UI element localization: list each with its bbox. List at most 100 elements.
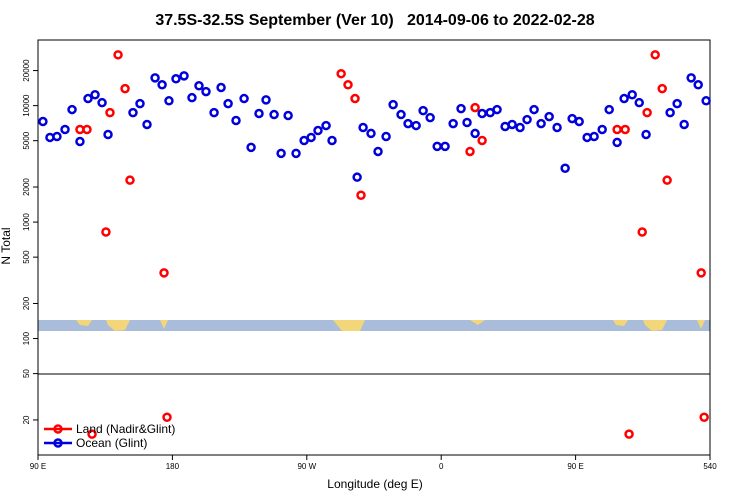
data-point bbox=[87, 429, 97, 439]
x-tick-label: 90 W bbox=[297, 462, 316, 471]
data-point bbox=[627, 89, 637, 100]
data-point bbox=[350, 93, 360, 104]
data-point bbox=[327, 135, 337, 146]
data-point bbox=[164, 96, 174, 106]
data-point bbox=[246, 142, 256, 153]
data-point bbox=[276, 148, 286, 159]
data-point bbox=[619, 93, 629, 104]
data-point bbox=[522, 114, 532, 125]
legend-label: Land (Nadir&Glint) bbox=[76, 422, 175, 436]
data-point bbox=[612, 137, 622, 148]
data-point bbox=[194, 81, 204, 91]
map-strip bbox=[38, 320, 710, 331]
data-point bbox=[470, 128, 480, 139]
data-point bbox=[456, 103, 466, 114]
y-tick-label: 10000 bbox=[22, 94, 31, 117]
y-tick-label: 50 bbox=[22, 369, 31, 378]
data-point bbox=[269, 109, 279, 120]
data-point bbox=[665, 107, 675, 118]
data-point bbox=[462, 117, 472, 128]
x-tick-label: 180 bbox=[166, 462, 180, 471]
data-point bbox=[125, 175, 135, 185]
data-point bbox=[679, 119, 689, 130]
data-point bbox=[120, 83, 130, 94]
data-point bbox=[388, 99, 398, 110]
data-point bbox=[231, 115, 241, 126]
x-tick-label: 90 E bbox=[30, 462, 46, 471]
plot-frame bbox=[37, 39, 711, 456]
y-tick-label: 500 bbox=[22, 250, 31, 264]
data-point bbox=[90, 89, 100, 100]
data-point bbox=[82, 124, 92, 135]
data-point bbox=[696, 268, 706, 278]
data-point bbox=[97, 97, 107, 108]
data-point bbox=[101, 227, 111, 237]
data-point bbox=[662, 175, 672, 185]
data-point bbox=[187, 92, 197, 103]
data-point bbox=[239, 93, 249, 104]
data-point bbox=[83, 93, 93, 104]
data-point bbox=[492, 104, 502, 115]
data-point bbox=[637, 227, 647, 237]
data-point bbox=[162, 412, 172, 422]
data-point bbox=[515, 122, 525, 133]
data-point bbox=[470, 102, 480, 113]
data-point bbox=[465, 146, 475, 157]
legend-label: Ocean (Glint) bbox=[76, 436, 147, 450]
data-point bbox=[128, 107, 138, 118]
data-point bbox=[440, 141, 450, 152]
data-point bbox=[620, 124, 630, 135]
data-point bbox=[142, 119, 152, 130]
y-tick-label: 2000 bbox=[22, 178, 31, 196]
data-point bbox=[552, 122, 562, 133]
data-point bbox=[529, 104, 539, 115]
data-point bbox=[425, 112, 435, 123]
data-point bbox=[693, 80, 703, 90]
data-point bbox=[336, 68, 346, 79]
data-point bbox=[612, 124, 622, 135]
data-point bbox=[75, 136, 85, 147]
data-point bbox=[701, 96, 711, 106]
data-point bbox=[699, 412, 709, 422]
data-point bbox=[448, 118, 458, 129]
data-point bbox=[373, 146, 383, 157]
data-point bbox=[201, 86, 211, 97]
y-tick-label: 5000 bbox=[22, 131, 31, 149]
data-point bbox=[358, 122, 368, 133]
y-tick-label: 200 bbox=[22, 296, 31, 310]
x-tick-label: 90 E bbox=[567, 462, 583, 471]
data-point bbox=[641, 129, 651, 140]
data-point bbox=[343, 80, 353, 90]
data-point bbox=[254, 108, 264, 119]
data-point bbox=[403, 118, 413, 129]
data-point bbox=[356, 190, 366, 200]
y-tick-label: 20000 bbox=[22, 59, 31, 82]
data-point bbox=[159, 268, 169, 278]
data-point bbox=[507, 119, 517, 130]
data-point bbox=[432, 141, 442, 152]
y-tick-label: 100 bbox=[22, 331, 31, 345]
data-point bbox=[672, 98, 682, 109]
data-point bbox=[381, 131, 391, 142]
data-point bbox=[686, 73, 696, 83]
data-point bbox=[313, 125, 323, 136]
data-point bbox=[67, 104, 77, 115]
data-point bbox=[657, 83, 667, 94]
data-point bbox=[650, 50, 660, 60]
data-point bbox=[283, 110, 293, 121]
data-point bbox=[560, 163, 570, 173]
data-point bbox=[209, 107, 219, 118]
data-point bbox=[291, 148, 301, 159]
x-tick-label: 540 bbox=[703, 462, 717, 471]
data-point bbox=[103, 129, 113, 140]
data-point bbox=[352, 172, 362, 182]
data-point bbox=[321, 120, 331, 131]
y-axis-label: N Total bbox=[0, 227, 13, 264]
data-point bbox=[477, 135, 487, 146]
data-point bbox=[306, 132, 316, 143]
legend-marker bbox=[53, 424, 63, 434]
data-point bbox=[261, 95, 271, 105]
data-point bbox=[536, 118, 546, 129]
x-tick-label: 0 bbox=[439, 462, 444, 471]
